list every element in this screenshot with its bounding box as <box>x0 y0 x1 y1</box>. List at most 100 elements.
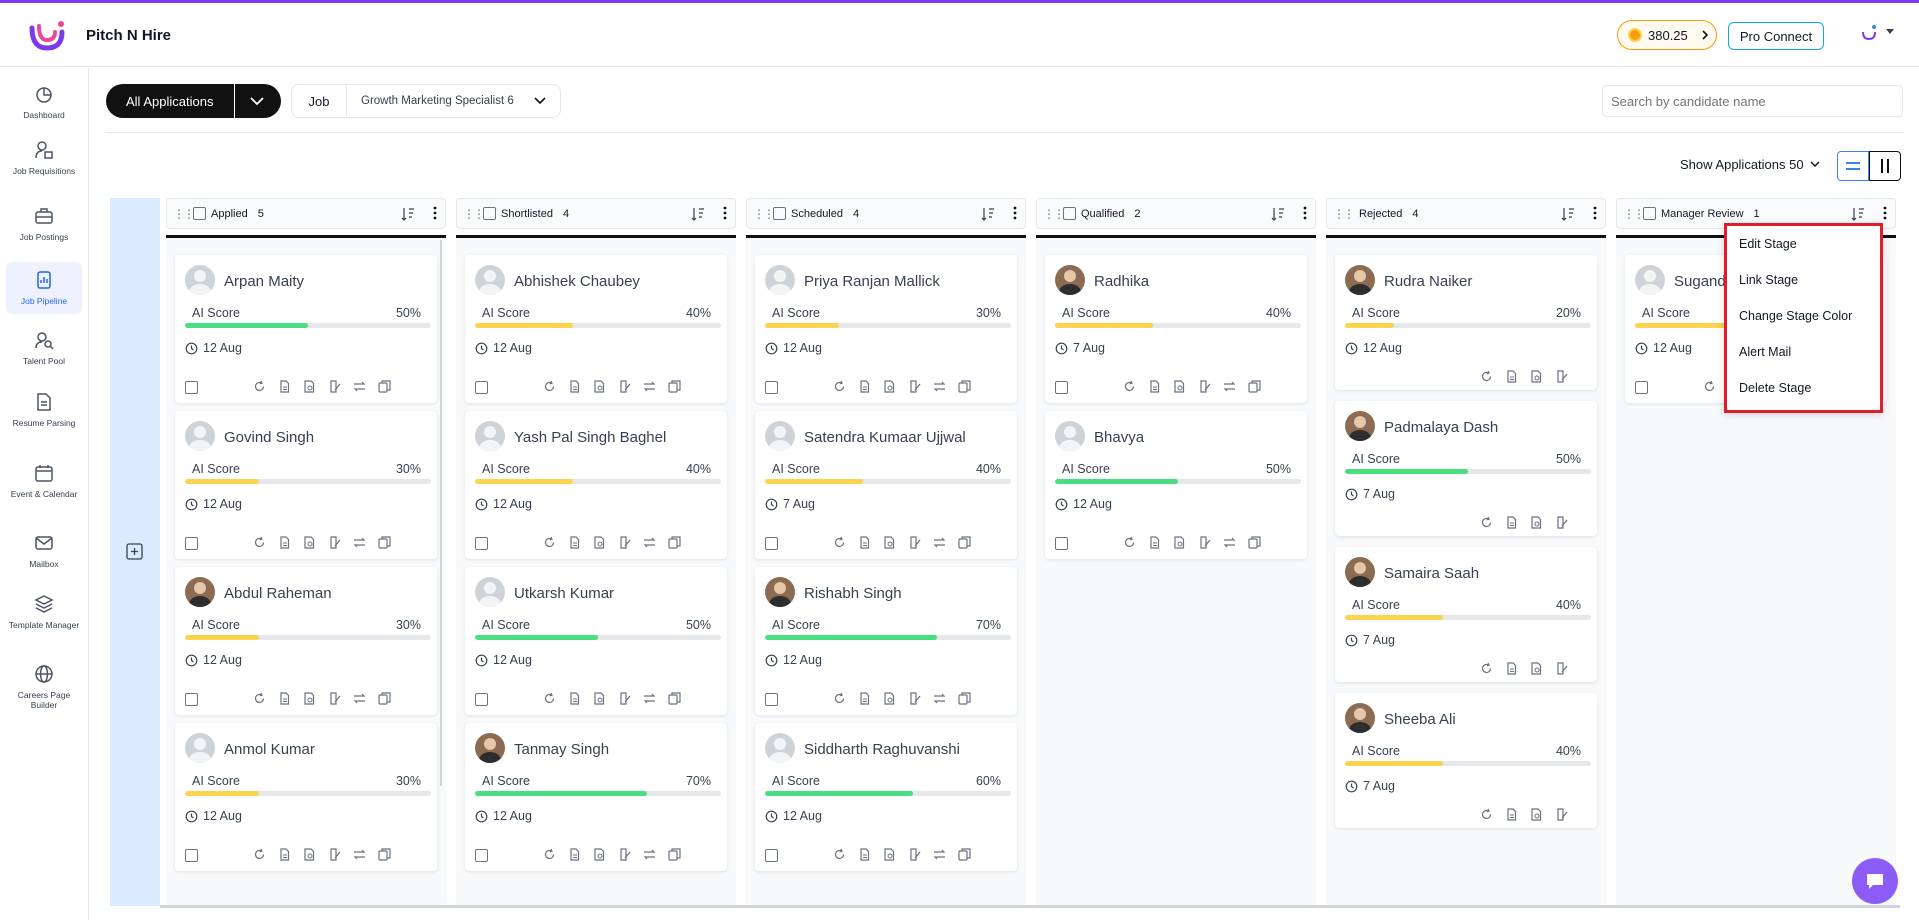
candidate-card[interactable]: Abhishek Chaubey AI Score 40% 12 Aug <box>465 255 727 403</box>
candidate-checkbox[interactable] <box>765 381 778 394</box>
search-document-icon[interactable] <box>303 692 316 705</box>
document-icon[interactable] <box>568 848 581 861</box>
search-document-icon[interactable] <box>883 536 896 549</box>
search-document-icon[interactable] <box>593 536 606 549</box>
edit-document-icon[interactable] <box>1555 516 1568 529</box>
candidate-name[interactable]: Rishabh Singh <box>804 585 902 602</box>
stage-select-checkbox[interactable] <box>483 207 496 220</box>
edit-document-icon[interactable] <box>618 692 631 705</box>
candidate-card[interactable]: Abdul Raheman AI Score 30% 12 Aug <box>175 567 437 715</box>
drag-handle-icon[interactable]: ⋮⋮ <box>1623 206 1645 221</box>
menu-item-delete-stage[interactable]: Delete Stage <box>1739 381 1812 395</box>
search-document-icon[interactable] <box>1530 516 1543 529</box>
copy-icon[interactable] <box>668 536 681 549</box>
sidebar-item-mailbox[interactable]: Mailbox <box>6 533 82 569</box>
edit-document-icon[interactable] <box>618 848 631 861</box>
refresh-icon[interactable] <box>543 848 556 861</box>
sidebar-item-event-calendar[interactable]: Event & Calendar <box>6 463 82 499</box>
candidate-name[interactable]: Priya Ranjan Mallick <box>804 273 940 290</box>
candidate-card[interactable]: Anmol Kumar AI Score 30% 12 Aug <box>175 723 437 871</box>
transfer-icon[interactable] <box>933 380 946 393</box>
candidate-card[interactable]: Yash Pal Singh Baghel AI Score 40% 12 Au… <box>465 411 727 559</box>
stage-menu-icon[interactable] <box>1303 206 1307 220</box>
transfer-icon[interactable] <box>933 692 946 705</box>
search-document-icon[interactable] <box>303 536 316 549</box>
edit-document-icon[interactable] <box>328 848 341 861</box>
refresh-icon[interactable] <box>1123 536 1136 549</box>
copy-icon[interactable] <box>958 380 971 393</box>
candidate-card[interactable]: Bhavya AI Score 50% 12 Aug <box>1045 411 1307 559</box>
candidate-checkbox[interactable] <box>1055 381 1068 394</box>
candidate-name[interactable]: Yash Pal Singh Baghel <box>514 429 667 446</box>
candidate-card[interactable]: Govind Singh AI Score 30% 12 Aug <box>175 411 437 559</box>
edit-document-icon[interactable] <box>1198 536 1211 549</box>
copy-icon[interactable] <box>378 380 391 393</box>
board-horizontal-scrollbar[interactable] <box>160 905 1900 908</box>
add-stage-icon[interactable] <box>126 543 143 560</box>
refresh-icon[interactable] <box>253 380 266 393</box>
candidate-card[interactable]: Siddharth Raghuvanshi AI Score 60% 12 Au… <box>755 723 1017 871</box>
search-document-icon[interactable] <box>883 380 896 393</box>
sidebar-item-job-pipeline[interactable]: Job Pipeline <box>6 262 82 314</box>
refresh-icon[interactable] <box>833 536 846 549</box>
drag-handle-icon[interactable]: ⋮⋮ <box>463 206 485 221</box>
app-logo[interactable] <box>28 18 66 52</box>
board-view-button[interactable] <box>1869 151 1901 181</box>
candidate-name[interactable]: Padmalaya Dash <box>1384 419 1499 436</box>
chat-button[interactable] <box>1852 858 1898 904</box>
candidate-card[interactable]: Rishabh Singh AI Score 70% 12 Aug <box>755 567 1017 715</box>
candidate-name[interactable]: Samaira Saah <box>1384 565 1480 582</box>
refresh-icon[interactable] <box>1480 808 1493 821</box>
candidate-name[interactable]: Govind Singh <box>224 429 315 446</box>
sort-icon[interactable] <box>1851 207 1865 221</box>
edit-document-icon[interactable] <box>618 380 631 393</box>
document-icon[interactable] <box>278 536 291 549</box>
edit-document-icon[interactable] <box>908 536 921 549</box>
candidate-card[interactable]: Samaira Saah AI Score 40% 7 Aug <box>1335 547 1597 682</box>
document-icon[interactable] <box>1505 662 1518 675</box>
coin-balance[interactable]: 380.25 <box>1617 20 1717 50</box>
refresh-icon[interactable] <box>543 692 556 705</box>
candidate-card[interactable]: Arpan Maity AI Score 50% 12 Aug <box>175 255 437 403</box>
stage-select-checkbox[interactable] <box>1063 207 1076 220</box>
candidate-checkbox[interactable] <box>185 381 198 394</box>
candidate-checkbox[interactable] <box>1635 381 1648 394</box>
stage-menu-icon[interactable] <box>1013 206 1017 220</box>
candidate-name[interactable]: Rudra Naiker <box>1384 273 1473 290</box>
column-scrollbar[interactable] <box>440 240 442 786</box>
candidate-checkbox[interactable] <box>765 537 778 550</box>
search-document-icon[interactable] <box>593 848 606 861</box>
drag-handle-icon[interactable]: ⋮⋮ <box>1333 206 1355 221</box>
refresh-icon[interactable] <box>253 536 266 549</box>
copy-icon[interactable] <box>958 692 971 705</box>
candidate-name[interactable]: Siddharth Raghuvanshi <box>804 741 960 758</box>
candidate-card[interactable]: Utkarsh Kumar AI Score 50% 12 Aug <box>465 567 727 715</box>
edit-document-icon[interactable] <box>908 380 921 393</box>
candidate-card[interactable]: Priya Ranjan Mallick AI Score 30% 12 Aug <box>755 255 1017 403</box>
document-icon[interactable] <box>1505 808 1518 821</box>
candidate-name[interactable]: Satendra Kumaar Ujjwal <box>804 429 966 446</box>
candidate-name[interactable]: Sugandh <box>1674 273 1735 290</box>
candidate-checkbox[interactable] <box>1055 537 1068 550</box>
copy-icon[interactable] <box>1248 536 1261 549</box>
refresh-icon[interactable] <box>1480 662 1493 675</box>
stage-menu-icon[interactable] <box>433 206 437 220</box>
document-icon[interactable] <box>1148 536 1161 549</box>
transfer-icon[interactable] <box>353 536 366 549</box>
document-icon[interactable] <box>1505 370 1518 383</box>
edit-document-icon[interactable] <box>908 848 921 861</box>
drag-handle-icon[interactable]: ⋮⋮ <box>1043 206 1065 221</box>
search-document-icon[interactable] <box>593 692 606 705</box>
search-document-icon[interactable] <box>1530 808 1543 821</box>
document-icon[interactable] <box>278 380 291 393</box>
copy-icon[interactable] <box>378 692 391 705</box>
copy-icon[interactable] <box>378 848 391 861</box>
pro-connect-button[interactable]: Pro Connect <box>1728 22 1824 50</box>
sidebar-item-dashboard[interactable]: Dashboard <box>6 84 82 120</box>
refresh-icon[interactable] <box>1703 380 1716 393</box>
sidebar-item-job-requisitions[interactable]: Job Requisitions <box>6 140 82 176</box>
document-icon[interactable] <box>278 848 291 861</box>
refresh-icon[interactable] <box>1123 380 1136 393</box>
search-document-icon[interactable] <box>883 692 896 705</box>
candidate-checkbox[interactable] <box>765 693 778 706</box>
